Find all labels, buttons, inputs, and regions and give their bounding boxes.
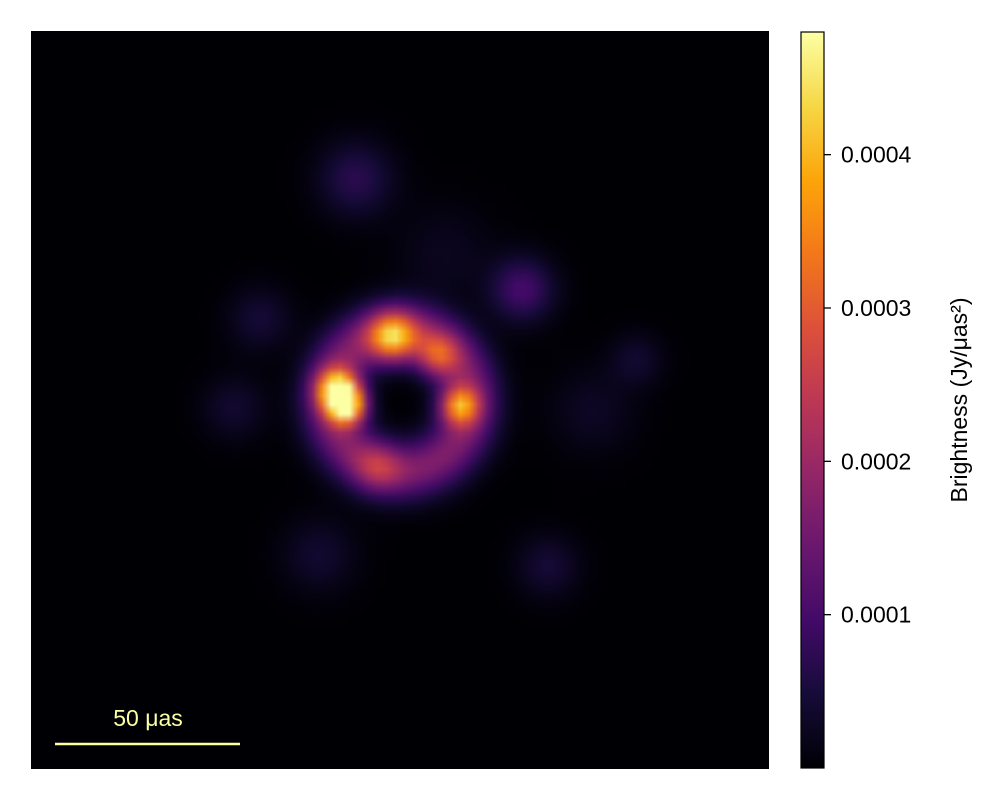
- colorbar-fill: [801, 32, 824, 768]
- colorbar-ticks: 0.0001 0.0002 0.0003 0.0004: [824, 142, 912, 628]
- colorbar-tick-label: 0.0004: [841, 142, 912, 168]
- brightness-map: [31, 31, 769, 769]
- colorbar-frame: [800, 31, 825, 769]
- scale-bar: 50 μas: [55, 705, 240, 746]
- image-panel: [31, 31, 769, 769]
- colorbar-tick-label: 0.0002: [841, 448, 911, 474]
- colorbar: 0.0001 0.0002 0.0003 0.0004 Brightness (Jy/…: [800, 31, 972, 769]
- colorbar-title: Brightness (Jy/μas²): [946, 298, 972, 503]
- colorbar-tick-label: 0.0003: [841, 295, 911, 321]
- scale-bar-label: 50 μas: [113, 705, 183, 731]
- colorbar-tick-label: 0.0001: [841, 602, 911, 628]
